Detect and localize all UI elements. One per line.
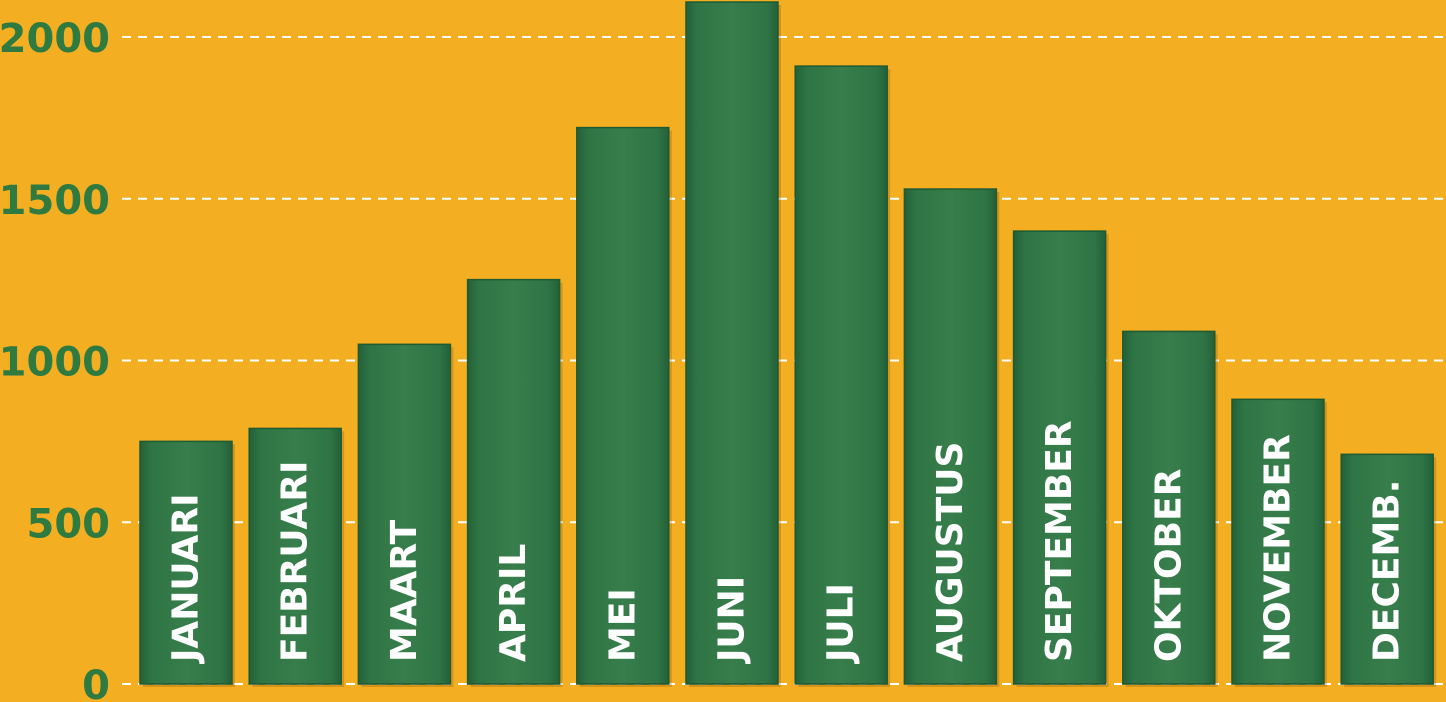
- bar-group: OKTOBER: [1122, 330, 1218, 687]
- bar-group: JUNI: [685, 1, 781, 687]
- y-axis-ticks: 0 500 1000 1500 2000: [0, 16, 110, 702]
- bar: [357, 343, 452, 685]
- bar-group: JULI: [794, 65, 891, 688]
- bar-group: MEI: [576, 126, 672, 687]
- bar-group: FEBRUARI: [248, 427, 345, 687]
- bar-label: JULI: [821, 583, 862, 665]
- bar-label: FEBRUARI: [275, 461, 316, 662]
- bar-label: AUGUSTUS: [930, 442, 971, 662]
- bar-label: APRIL: [493, 544, 534, 662]
- y-tick-label: 2000: [0, 16, 110, 62]
- bar: [576, 126, 670, 685]
- y-tick-label: 0: [82, 663, 110, 702]
- y-tick-label: 1500: [0, 178, 110, 224]
- bar: [248, 427, 342, 685]
- bar: [1231, 398, 1325, 685]
- bar: [794, 65, 888, 685]
- bar: [1012, 230, 1107, 685]
- bar-label: JUNI: [712, 576, 753, 665]
- bar: [1122, 330, 1216, 685]
- gridlines: [122, 36, 1446, 685]
- bar: [685, 1, 779, 685]
- bar-label: MEI: [602, 588, 643, 662]
- bar-group: NOVEMBER: [1231, 398, 1327, 687]
- bar-group: APRIL: [466, 278, 563, 687]
- bars: JANUARI FEBRUARI MAART APRIL MEI JUNI JULI AUGU…: [139, 1, 1437, 688]
- bar-label: OKTOBER: [1148, 469, 1189, 662]
- bar: [1340, 453, 1434, 685]
- bar-group: DECEMB.: [1340, 453, 1437, 687]
- bar-group: AUGUSTUS: [903, 188, 1000, 688]
- bar-label: SEPTEMBER: [1039, 420, 1080, 662]
- y-tick-label: 1000: [0, 340, 110, 386]
- bar: [139, 440, 233, 685]
- bar-label: JANUARI: [166, 494, 207, 666]
- bar: [466, 278, 561, 685]
- y-tick-label: 500: [27, 501, 111, 547]
- bar-label: NOVEMBER: [1258, 434, 1299, 662]
- bar-group: JANUARI: [139, 440, 235, 687]
- bar-label: MAART: [384, 519, 425, 662]
- bar-group: SEPTEMBER: [1012, 230, 1109, 687]
- bar-group: MAART: [357, 343, 454, 687]
- bar: [903, 188, 998, 685]
- bar-label: DECEMB.: [1367, 480, 1408, 662]
